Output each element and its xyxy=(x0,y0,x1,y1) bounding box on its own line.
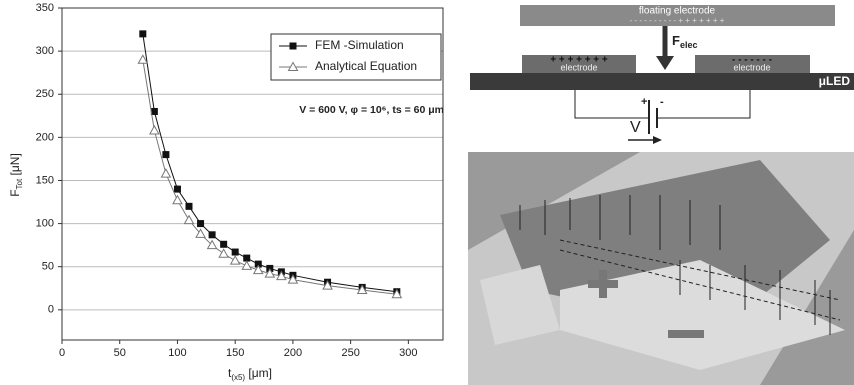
wire-left xyxy=(575,90,648,118)
marker xyxy=(197,220,204,227)
legend-label: FEM -Simulation xyxy=(315,38,404,52)
marker xyxy=(150,126,159,134)
led-bar xyxy=(470,73,854,90)
y-tick-label: 50 xyxy=(42,261,54,273)
marker xyxy=(231,256,240,264)
marker xyxy=(173,196,182,204)
series-line xyxy=(143,60,397,295)
marker xyxy=(219,249,228,257)
marker xyxy=(185,216,194,224)
y-axis-label: FTot [μN] xyxy=(8,153,24,197)
y-tick-label: 200 xyxy=(36,131,54,143)
x-axis-label: t(x5) [μm] xyxy=(228,366,272,382)
render-plus xyxy=(599,270,607,298)
battery-plus: + xyxy=(641,96,647,108)
chart: t(x5) [μm] FTot [μN] V = 600 V, φ = 10⁶,… xyxy=(0,0,462,385)
wire-right xyxy=(658,90,750,118)
y-tick-label: 100 xyxy=(36,217,54,229)
right-electrode-label: electrode xyxy=(733,62,770,72)
force-label: Felec xyxy=(672,33,697,50)
x-tick-label: 0 xyxy=(59,347,65,359)
x-tick-label: 150 xyxy=(226,347,244,359)
voltage-arrow-head xyxy=(653,136,662,144)
marker xyxy=(162,151,169,158)
x-tick-label: 100 xyxy=(168,347,186,359)
legend-marker xyxy=(290,43,297,50)
y-tick-label: 150 xyxy=(36,174,54,186)
x-tick-label: 250 xyxy=(341,347,359,359)
force-sub: elec xyxy=(680,40,698,50)
annotation: V = 600 V, φ = 10⁶, ts = 60 μm xyxy=(299,104,444,116)
force-arrow-head xyxy=(656,56,674,70)
marker xyxy=(242,261,251,269)
marker xyxy=(232,249,239,256)
led-label: μLED xyxy=(819,74,851,88)
y-tick-label: 250 xyxy=(36,88,54,100)
x-tick-label: 50 xyxy=(114,347,126,359)
y-label-main: F xyxy=(8,189,22,196)
render-minus xyxy=(668,330,704,338)
left-electrode-label: electrode xyxy=(560,62,597,72)
marker xyxy=(220,241,227,248)
marker xyxy=(161,169,170,177)
x-label-unit: [μm] xyxy=(245,366,272,380)
marker xyxy=(186,203,193,210)
force-main: F xyxy=(672,33,680,48)
x-tick-label: 300 xyxy=(399,347,417,359)
legend-label: Analytical Equation xyxy=(315,59,417,73)
diagram: floating electrode - - - - - - - - - - +… xyxy=(465,0,854,385)
page: t(x5) [μm] FTot [μN] V = 600 V, φ = 10⁶,… xyxy=(0,0,854,385)
marker xyxy=(209,231,216,238)
y-tick-label: 350 xyxy=(36,2,54,14)
voltage-label: V xyxy=(630,119,641,136)
y-tick-label: 300 xyxy=(36,45,54,57)
floating-charges: - - - - - - - - - - + + + + + + + xyxy=(630,16,725,25)
y-label-unit: [μN] xyxy=(8,153,22,179)
x-tick-label: 200 xyxy=(284,347,302,359)
marker xyxy=(139,30,146,37)
floating-electrode-label: floating electrode xyxy=(639,6,716,17)
marker xyxy=(174,186,181,193)
x-label-sub: (x5) xyxy=(231,373,245,382)
battery-minus: - xyxy=(660,96,664,108)
y-tick-label: 0 xyxy=(48,304,54,316)
